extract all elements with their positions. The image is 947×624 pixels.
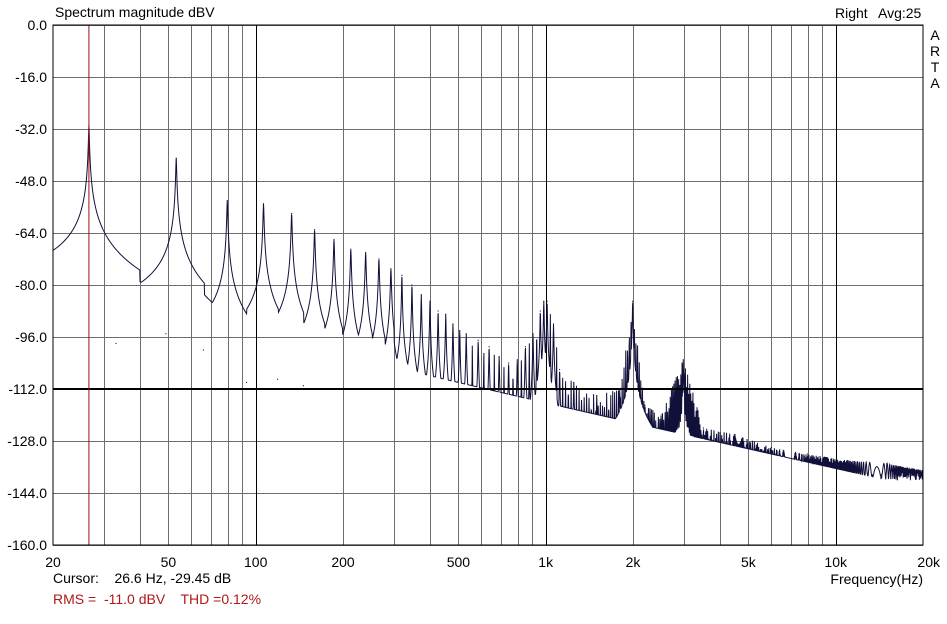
harmonic-peak-point [644,404,646,406]
harmonic-peak-point [291,212,293,215]
y-tick-label: -144.0 [7,485,47,501]
rms-value: RMS = -11.0 dBV [53,591,166,607]
harmonic-peak-point [175,157,177,159]
spectrum-line [52,126,924,481]
harmonic-peak-point [543,300,545,302]
harmonic-peak-point [226,199,228,202]
x-tick-label: 10k [824,554,848,570]
averaging-label: Avg:25 [878,5,922,21]
y-tick-label: -16.0 [15,69,47,85]
y-tick-label: -32.0 [15,121,47,137]
cursor-readout: Cursor: 26.6 Hz, -29.45 dB [53,570,231,586]
thd-value: THD =0.12% [180,591,262,607]
harmonic-peak-point [488,346,490,348]
brand-letter: A [930,27,940,43]
harmonic-peak-point [516,359,518,361]
harmonic-peak-point [165,333,167,335]
harmonic-peak-point [401,274,403,276]
harmonic-peak-point [350,248,352,250]
harmonic-peak-point [333,238,335,241]
chart-title: Spectrum magnitude dBV [55,4,215,20]
y-tick-label: -160.0 [7,537,47,553]
harmonic-peak-point [437,310,439,312]
channel-label: Right [835,5,868,21]
spectrum-trace [52,125,924,481]
harmonic-peak-point [445,313,447,315]
harmonic-peak-point [660,414,662,416]
harmonic-peak-point [524,346,526,348]
harmonic-peak-point [539,310,541,312]
y-tick-label: -48.0 [15,173,47,189]
harmonic-peak-point [596,394,598,397]
harmonic-peak-point [552,323,555,325]
x-tick-label: 50 [161,554,177,570]
y-tick-label: -80.0 [15,277,47,293]
harmonic-peak-point [365,251,367,254]
harmonic-peak-point [807,453,809,455]
harmonic-peak-point [245,381,248,384]
harmonic-peak-point [115,342,117,345]
harmonic-peak-point [411,284,413,286]
x-tick-labels: 20 50 100 200 500 1k 2k 5k 10k 20k [45,554,941,570]
harmonic-peak-point [202,349,204,351]
brand-letter: R [930,43,940,59]
harmonic-peak-point [847,459,849,462]
x-tick-label: 500 [447,554,471,570]
cursor-label: Cursor: [53,570,99,586]
overlays [53,25,923,545]
harmonic-peak-point [378,258,380,260]
x-tick-label: 100 [244,554,268,570]
harmonic-peak-point [262,203,265,205]
harmonic-peak-point [770,446,772,449]
harmonic-peak-point [546,300,548,302]
y-tick-label: -128.0 [7,433,47,449]
harmonic-peak-point [465,333,467,335]
harmonic-peak-point [429,300,431,302]
harmonic-peak-point [302,385,304,387]
harmonic-peak-point [390,268,392,270]
harmonic-peak-point [702,427,705,429]
x-tick-label: 1k [538,554,554,570]
harmonic-peak-point [734,433,736,436]
x-axis-label: Frequency(Hz) [830,571,923,587]
y-tick-label: -96.0 [15,329,47,345]
x-tick-label: 2k [626,554,642,570]
harmonic-peak-point [632,300,634,302]
y-tick-labels: 0.0 -16.0 -32.0 -48.0 -64.0 -80.0 -96.0 -112.0 -… [7,17,47,553]
y-tick-label: -112.0 [8,381,47,397]
y-tick-label: -64.0 [15,225,47,241]
harmonic-peak-point [508,362,510,364]
harmonic-peak-point [573,381,575,384]
harmonic-peak-point [682,359,684,361]
measurement-readout: RMS = -11.0 dBV THD =0.12% [53,591,261,607]
x-tick-label: 5k [741,554,757,570]
grid [53,25,923,546]
brand-letter: A [930,75,940,91]
cursor-value: 26.6 Hz, -29.45 dB [114,570,232,586]
y-tick-label: 0.0 [28,17,48,33]
x-tick-label: 20 [45,554,61,570]
harmonic-peak-point [313,229,316,231]
harmonic-peak-point [886,463,888,465]
x-tick-label: 20k [917,554,941,570]
harmonic-peak-point [498,355,500,358]
harmonic-peak-point [452,323,454,325]
harmonic-peak-point [420,294,422,296]
plot-frame [52,24,924,546]
harmonic-peak-point [459,329,461,332]
x-tick-label: 200 [331,554,355,570]
harmonic-peak-point [559,368,561,371]
harmonic-peak-point [532,333,534,335]
brand-letter: T [931,59,940,75]
harmonic-peak-point [277,378,279,380]
harmonic-peak-point [477,339,479,341]
